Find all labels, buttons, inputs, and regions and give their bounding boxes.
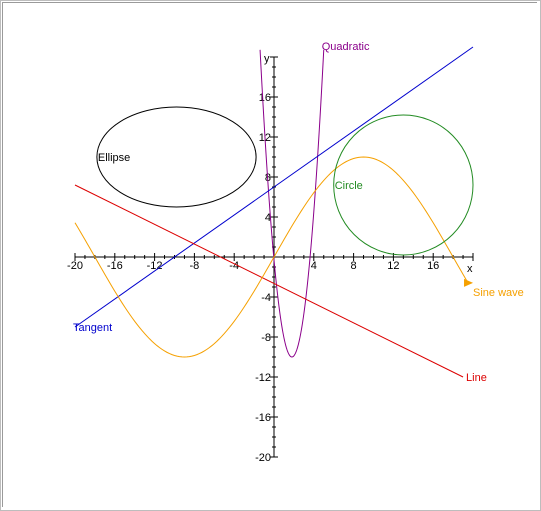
line-label: Line: [466, 372, 487, 384]
x-tick-label: -20: [67, 260, 83, 272]
x-tick-label: -16: [107, 260, 123, 272]
x-tick-label: -12: [147, 260, 163, 272]
x-tick-label: -4: [229, 260, 239, 272]
sine-wave-curve: [74, 156, 469, 358]
x-tick-label: 16: [427, 260, 439, 272]
ellipse-label: Ellipse: [98, 152, 130, 164]
ellipse-curve: [96, 106, 257, 208]
quadratic-curve: [259, 49, 325, 358]
y-tick-label: -20: [255, 452, 271, 464]
x-axis-label: x: [467, 263, 473, 275]
y-tick-label: -12: [255, 372, 271, 384]
series-labels: Quadratic Tangent Line Sine wave Circle Ellip…: [73, 41, 524, 384]
x-tick-label: 12: [387, 260, 399, 272]
x-tick-label: -8: [190, 260, 200, 272]
y-tick-label: -16: [255, 412, 271, 424]
line-curve: [74, 184, 464, 378]
y-tick-label: -4: [261, 292, 271, 304]
sine-wave-label: Sine wave: [473, 287, 524, 299]
tangent-label: Tangent: [73, 322, 112, 334]
y-axis-label: y: [264, 53, 270, 65]
tangent-curve: [74, 46, 474, 328]
x-tick-label: 4: [311, 260, 317, 272]
circle-curve: [333, 114, 474, 256]
series-curves: [74, 46, 474, 378]
y-tick-label: -8: [261, 332, 271, 344]
tick-marks: [74, 56, 474, 458]
sine-wave-end-marker: [464, 278, 474, 287]
y-tick-label: 16: [259, 92, 271, 104]
circle-label: Circle: [335, 180, 363, 192]
y-tick-label: 4: [265, 212, 271, 224]
quadratic-label: Quadratic: [322, 41, 370, 53]
x-tick-label: 8: [351, 260, 357, 272]
